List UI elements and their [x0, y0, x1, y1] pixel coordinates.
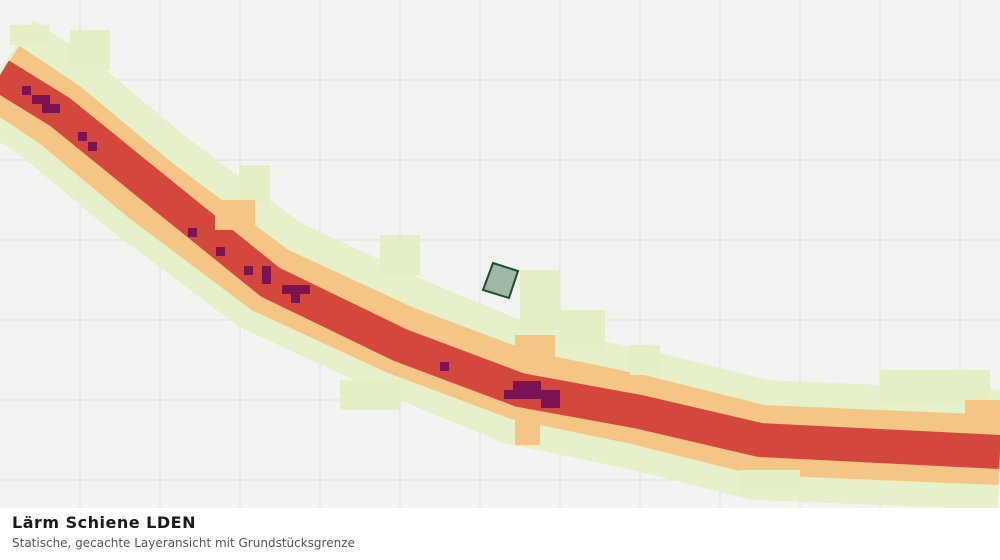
parcel-boundary — [481, 261, 520, 300]
map-view — [0, 0, 1000, 508]
layer-subtitle: Statische, gecachte Layeransicht mit Gru… — [12, 536, 355, 550]
caption: Lärm Schiene LDEN Statische, gecachte La… — [0, 508, 1000, 560]
noise-fringe-medium — [215, 200, 1000, 445]
noise-fringe — [10, 25, 990, 495]
noise-bands — [0, 20, 1000, 508]
noise-band-very-high — [22, 86, 560, 408]
noise-band-high — [0, 60, 1000, 469]
layer-title: Lärm Schiene LDEN — [12, 513, 196, 532]
